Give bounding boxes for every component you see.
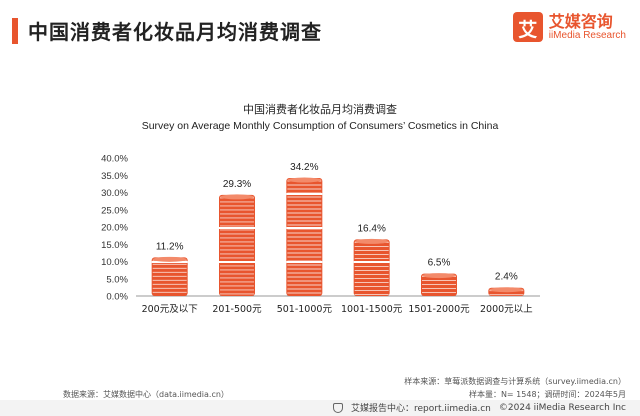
y-tick-label: 35.0% bbox=[101, 171, 128, 182]
y-tick-label: 15.0% bbox=[101, 240, 128, 251]
data-label: 11.2% bbox=[156, 241, 184, 252]
y-tick-label: 0.0% bbox=[106, 292, 128, 303]
y-tick-label: 25.0% bbox=[101, 205, 128, 216]
chart-title: 中国消费者化妆品月均消费调查 bbox=[243, 103, 397, 116]
y-tick-label: 40.0% bbox=[101, 154, 128, 165]
x-tick-label: 2000元以上 bbox=[480, 304, 533, 315]
x-tick-label: 1001-1500元 bbox=[341, 304, 403, 315]
data-label: 2.4% bbox=[495, 272, 518, 283]
bar bbox=[353, 239, 390, 296]
brand-name-cn: 艾媒咨询 bbox=[548, 11, 613, 31]
data-label: 29.3% bbox=[223, 179, 251, 190]
x-tick-label: 501-1000元 bbox=[277, 304, 333, 315]
data-label: 34.2% bbox=[290, 162, 318, 173]
sample-info: 样本量：N= 1548；调研时间：2024年5月 bbox=[468, 390, 626, 399]
data-label: 6.5% bbox=[428, 258, 451, 269]
x-tick-label: 201-500元 bbox=[212, 304, 262, 315]
y-tick-label: 5.0% bbox=[106, 274, 128, 285]
brand-logo-icon: 艾 bbox=[512, 12, 543, 42]
report-center: 艾媒报告中心：report.iimedia.cn bbox=[350, 404, 491, 414]
bar-top-coin bbox=[220, 194, 254, 200]
bar-top-coin bbox=[489, 287, 524, 293]
x-tick-label: 1501-2000元 bbox=[408, 304, 470, 315]
title-accent-bar bbox=[12, 18, 18, 44]
brand-name-en: iiMedia Research bbox=[548, 29, 626, 41]
y-tick-label: 30.0% bbox=[101, 188, 128, 199]
y-tick-label: 10.0% bbox=[101, 257, 128, 268]
bar bbox=[219, 194, 255, 296]
bar-top-coin bbox=[152, 256, 187, 262]
footer-bar bbox=[0, 400, 640, 416]
brand: 艾 艾媒咨询 iiMedia Research bbox=[512, 11, 626, 42]
shield-icon bbox=[332, 402, 343, 413]
data-source: 数据来源：艾媒数据中心（data.iimedia.cn） bbox=[63, 390, 229, 399]
x-tick-label: 200元及以下 bbox=[142, 304, 198, 315]
chart-subtitle: Survey on Average Monthly Consumption of… bbox=[141, 120, 499, 132]
copyright: ©2024 iiMedia Research Inc bbox=[498, 402, 626, 413]
bar-top-coin bbox=[287, 177, 322, 183]
bar-top-coin bbox=[354, 238, 389, 244]
sample-source: 样本来源：草莓派数据调查与计算系统（survey.iimedia.cn） bbox=[404, 377, 626, 386]
bar-top-coin bbox=[422, 273, 456, 279]
data-label: 16.4% bbox=[357, 223, 385, 234]
page-title: 中国消费者化妆品月均消费调查 bbox=[28, 20, 322, 44]
footer-bottom: 艾媒报告中心：report.iimedia.cn ©2024 iiMedia R… bbox=[332, 401, 626, 414]
y-tick-label: 20.0% bbox=[101, 223, 128, 234]
